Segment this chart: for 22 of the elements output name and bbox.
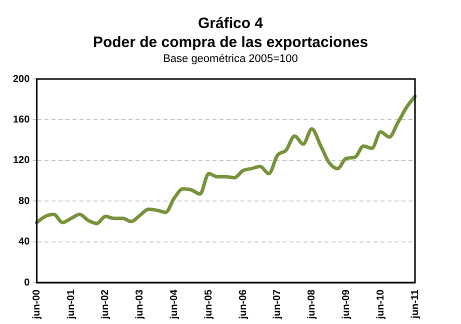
chart-title: Gráfico 4 (196, 14, 264, 33)
y-tick-label: 80 (18, 196, 30, 207)
chart-subtitle: Poder de compra de las exportaciones (92, 33, 370, 52)
y-tick-label: 200 (12, 74, 30, 85)
x-tick-label: jun-00 (31, 289, 42, 320)
y-tick-label: 0 (24, 277, 30, 288)
x-tick-label: jun-02 (100, 289, 112, 320)
y-tick-label: 160 (12, 114, 30, 126)
x-tick-label: jun-09 (340, 289, 352, 320)
line-series (34, 94, 417, 226)
x-tick-label: jun-01 (66, 289, 77, 320)
x-tick-label: jun-07 (272, 289, 284, 320)
y-tick-label: 40 (18, 236, 30, 248)
x-tick-label: jun-11 (410, 289, 421, 320)
x-tick-label: jun-10 (375, 289, 386, 320)
y-tick-label: 120 (12, 155, 30, 166)
x-tick-label: jun-04 (169, 289, 180, 320)
x-tick-label: jun-08 (306, 289, 318, 320)
x-tick-label: jun-06 (238, 289, 249, 320)
text: Base geométrica 2005=100 (162, 52, 299, 66)
x-tick-label: jun-05 (203, 289, 214, 320)
x-tick-label: jun-03 (134, 289, 146, 320)
